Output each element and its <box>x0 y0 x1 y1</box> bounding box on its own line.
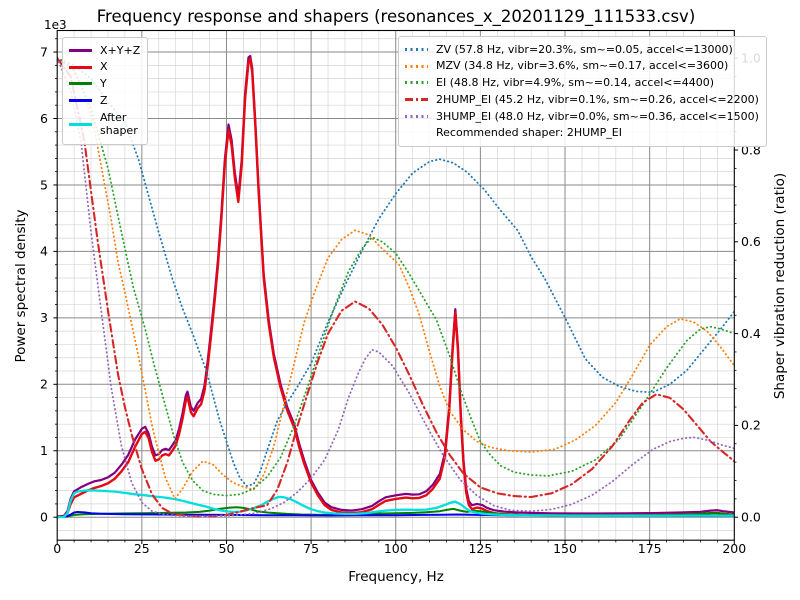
x-tick-label: 175 <box>638 541 662 556</box>
chart-title: Frequency response and shapers (resonanc… <box>96 7 696 26</box>
series-after-line <box>57 489 735 519</box>
y-left-tick-label: 2 <box>40 377 48 392</box>
x-line-swatch <box>69 65 92 69</box>
y-line-swatch <box>69 82 92 86</box>
psd-legend: X+Y+Z X Y Z After shaper <box>62 37 149 145</box>
legend-item-ei: EI (48.8 Hz, vibr=4.9%, sm~=0.14, accel<… <box>405 75 759 92</box>
legend-label: ZV (57.8 Hz, vibr=20.3%, sm~=0.05, accel… <box>436 42 733 56</box>
legend-label: After shaper <box>100 110 138 138</box>
legend-item-zv: ZV (57.8 Hz, vibr=20.3%, sm~=0.05, accel… <box>405 41 759 58</box>
series-hump2-line <box>57 57 735 518</box>
zv-line-swatch <box>405 47 428 51</box>
legend-item-xyz: X+Y+Z <box>69 42 140 59</box>
shaper-legend: ZV (57.8 Hz, vibr=20.3%, sm~=0.05, accel… <box>398 36 767 147</box>
series-group <box>57 54 735 519</box>
y-left-tick-label: 6 <box>40 111 48 126</box>
legend-item-x: X <box>69 59 140 76</box>
series-ei-line <box>57 57 735 497</box>
x-axis-label: Frequency, Hz <box>348 569 444 585</box>
x-tick-label: 150 <box>553 541 577 556</box>
series-hump3-line <box>57 57 735 518</box>
legend-label: X+Y+Z <box>100 43 141 57</box>
legend-item-3hump-ei: 3HUMP_EI (48.0 Hz, vibr=0.0%, sm~=0.36, … <box>405 108 759 125</box>
y-left-axis-label: Power spectral density <box>13 209 29 363</box>
y-right-axis-label: Shaper vibration reduction (ratio) <box>772 172 788 400</box>
y-right-tick-label: 0.6 <box>741 234 761 249</box>
after-shaper-line-swatch <box>69 122 92 126</box>
x-tick-label: 200 <box>722 541 746 556</box>
legend-label: 2HUMP_EI (45.2 Hz, vibr=0.1%, sm~=0.26, … <box>436 92 759 106</box>
x-tick-label: 125 <box>468 541 492 556</box>
y-right-tick-label: 0.2 <box>741 418 761 433</box>
3hump-ei-line-swatch <box>405 114 428 118</box>
x-tick-label: 0 <box>53 541 61 556</box>
series-zv-line <box>57 57 735 487</box>
series-x-line <box>57 57 735 519</box>
y-left-tick-label: 1 <box>40 443 48 458</box>
legend-recommendation-row: Recommended shaper: 2HUMP_EI <box>405 125 759 142</box>
y-left-tick-label: 7 <box>40 44 48 59</box>
legend-item-after-shaper: After shaper <box>69 109 140 140</box>
y-left-tick-label: 5 <box>40 177 48 192</box>
y-left-tick-label: 3 <box>40 310 48 325</box>
x-tick-label: 25 <box>134 541 150 556</box>
recommended-shaper-text: Recommended shaper: 2HUMP_EI <box>436 126 622 140</box>
axis-ticks <box>53 38 739 544</box>
mzv-line-swatch <box>405 64 428 68</box>
y-left-tick-label: 0 <box>40 510 48 525</box>
legend-label: Z <box>100 93 108 107</box>
legend-item-y: Y <box>69 76 140 93</box>
x-tick-label: 75 <box>303 541 319 556</box>
series-mzv-line <box>57 57 735 500</box>
legend-item-z: Z <box>69 92 140 109</box>
legend-label: 3HUMP_EI (48.0 Hz, vibr=0.0%, sm~=0.36, … <box>436 109 759 123</box>
x-tick-label: 50 <box>219 541 235 556</box>
xyz-line-swatch <box>69 48 92 52</box>
grid-minor <box>57 30 735 541</box>
legend-label: MZV (34.8 Hz, vibr=3.6%, sm~=0.17, accel… <box>436 59 729 73</box>
legend-label: EI (48.8 Hz, vibr=4.9%, sm~=0.14, accel<… <box>436 76 714 89</box>
y-left-tick-label: 4 <box>40 244 48 259</box>
ei-line-swatch <box>405 81 428 85</box>
legend-item-mzv: MZV (34.8 Hz, vibr=3.6%, sm~=0.17, accel… <box>405 58 759 75</box>
legend-label: X <box>100 60 108 74</box>
legend-label: Y <box>100 77 107 90</box>
z-line-swatch <box>69 99 92 103</box>
2hump-ei-line-swatch <box>405 98 428 102</box>
y-axis-offset-text: 1e3 <box>44 18 67 32</box>
y-right-tick-label: 0.4 <box>741 326 761 341</box>
x-tick-label: 100 <box>384 541 408 556</box>
y-right-tick-label: 0.0 <box>741 510 761 525</box>
legend-item-2hump-ei: 2HUMP_EI (45.2 Hz, vibr=0.1%, sm~=0.26, … <box>405 91 759 108</box>
